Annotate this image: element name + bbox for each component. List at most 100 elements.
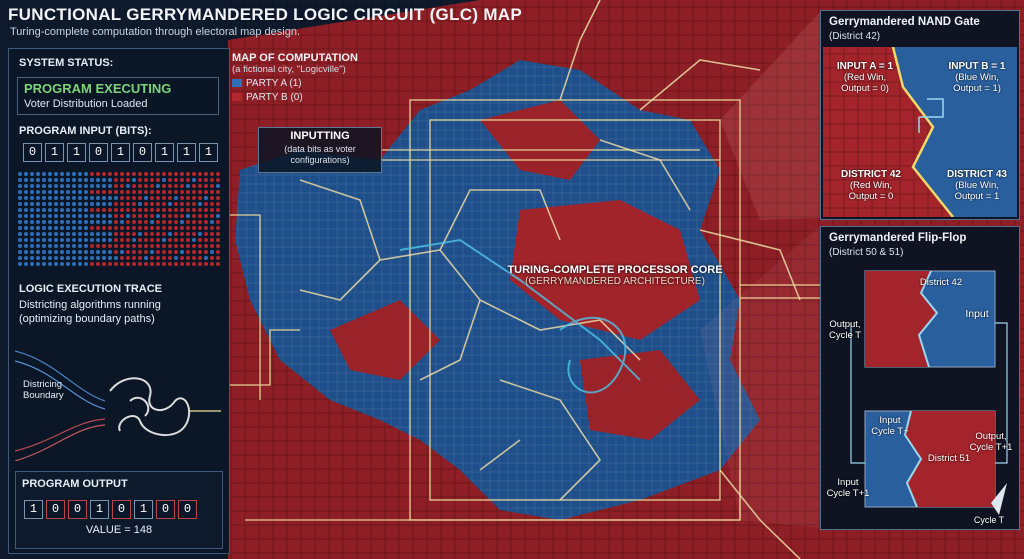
voter-dot — [204, 256, 208, 260]
voter-dot — [192, 238, 196, 242]
voter-dot-grid — [18, 172, 220, 266]
voter-dot — [36, 262, 40, 266]
voter-dot — [60, 250, 64, 254]
ff-output-t1: Output, Cycle T+1 — [965, 431, 1017, 453]
voter-dot — [126, 208, 130, 212]
voter-dot — [144, 208, 148, 212]
voter-dot — [24, 220, 28, 224]
voter-dot — [108, 220, 112, 224]
voter-dot — [102, 178, 106, 182]
voter-dot — [30, 178, 34, 182]
voter-dot — [138, 232, 142, 236]
voter-dot — [90, 190, 94, 194]
voter-dot — [138, 178, 142, 182]
voter-dot — [114, 196, 118, 200]
voter-dot — [126, 220, 130, 224]
voter-dot — [156, 172, 160, 176]
voter-dot — [60, 226, 64, 230]
voter-dot — [66, 202, 70, 206]
voter-dot — [168, 184, 172, 188]
voter-dot — [204, 262, 208, 266]
voter-dot — [90, 208, 94, 212]
voter-dot — [42, 214, 46, 218]
output-bit: 0 — [156, 500, 175, 519]
voter-dot — [138, 262, 142, 266]
ff-output-cycle-line2: Cycle T — [828, 330, 862, 341]
voter-dot — [156, 256, 160, 260]
left-panel: SYSTEM STATUS: PROGRAM EXECUTING Voter D… — [8, 48, 230, 554]
ff-input: Input — [965, 308, 989, 320]
voter-dot — [84, 196, 88, 200]
voter-dot — [156, 238, 160, 242]
voter-dot — [138, 250, 142, 254]
voter-dot — [108, 196, 112, 200]
flipflop-title: Gerrymandered Flip-Flop — [829, 232, 967, 244]
voter-dot — [30, 256, 34, 260]
voter-dot — [60, 256, 64, 260]
voter-dot — [144, 238, 148, 242]
voter-dot — [90, 172, 94, 176]
voter-dot — [72, 184, 76, 188]
voter-dot — [180, 214, 184, 218]
voter-dot — [60, 244, 64, 248]
voter-dot — [162, 250, 166, 254]
voter-dot — [210, 208, 214, 212]
voter-dot — [126, 178, 130, 182]
voter-dot — [132, 208, 136, 212]
voter-dot — [132, 238, 136, 242]
voter-dot — [156, 226, 160, 230]
voter-dot — [168, 250, 172, 254]
voter-dot — [102, 214, 106, 218]
voter-dot — [162, 172, 166, 176]
voter-dot — [144, 220, 148, 224]
voter-dot — [186, 244, 190, 248]
output-bit: 0 — [178, 500, 197, 519]
ff-output-t1-line1: Output, — [975, 431, 1007, 442]
voter-dot — [138, 172, 142, 176]
voter-dot — [216, 214, 220, 218]
voter-dot — [204, 250, 208, 254]
input-bit: 0 — [89, 143, 108, 162]
voter-dot — [144, 190, 148, 194]
voter-dot — [42, 262, 46, 266]
voter-dot — [120, 184, 124, 188]
voter-dot — [78, 232, 82, 236]
voter-dot — [204, 202, 208, 206]
voter-dot — [138, 238, 142, 242]
voter-dot — [210, 238, 214, 242]
nand-district-42-line2: (Red Win, — [849, 180, 893, 191]
voter-dot — [84, 250, 88, 254]
voter-dot — [66, 226, 70, 230]
voter-dot — [162, 232, 166, 236]
voter-dot — [216, 208, 220, 212]
voter-dot — [204, 184, 208, 188]
voter-dot — [174, 262, 178, 266]
voter-dot — [156, 208, 160, 212]
voter-dot — [216, 220, 220, 224]
flipflop-diagram — [850, 270, 1008, 515]
voter-dot — [30, 220, 34, 224]
voter-dot — [66, 256, 70, 260]
voter-dot — [78, 178, 82, 182]
voter-dot — [156, 196, 160, 200]
voter-dot — [78, 238, 82, 242]
voter-dot — [42, 196, 46, 200]
party-b-swatch — [232, 93, 242, 102]
voter-dot — [102, 220, 106, 224]
voter-dot — [198, 226, 202, 230]
voter-dot — [132, 232, 136, 236]
voter-dot — [72, 250, 76, 254]
voter-dot — [210, 184, 214, 188]
voter-dot — [36, 208, 40, 212]
voter-dot — [36, 190, 40, 194]
nand-district-43-line3: Output = 1 — [954, 191, 1000, 202]
voter-dot — [198, 232, 202, 236]
map-legend: MAP OF COMPUTATION (a fictional city, "L… — [232, 52, 358, 103]
voter-dot — [210, 178, 214, 182]
voter-dot — [138, 184, 142, 188]
voter-dot — [114, 208, 118, 212]
voter-dot — [96, 262, 100, 266]
voter-dot — [126, 190, 130, 194]
voter-dot — [204, 178, 208, 182]
voter-dot — [114, 226, 118, 230]
